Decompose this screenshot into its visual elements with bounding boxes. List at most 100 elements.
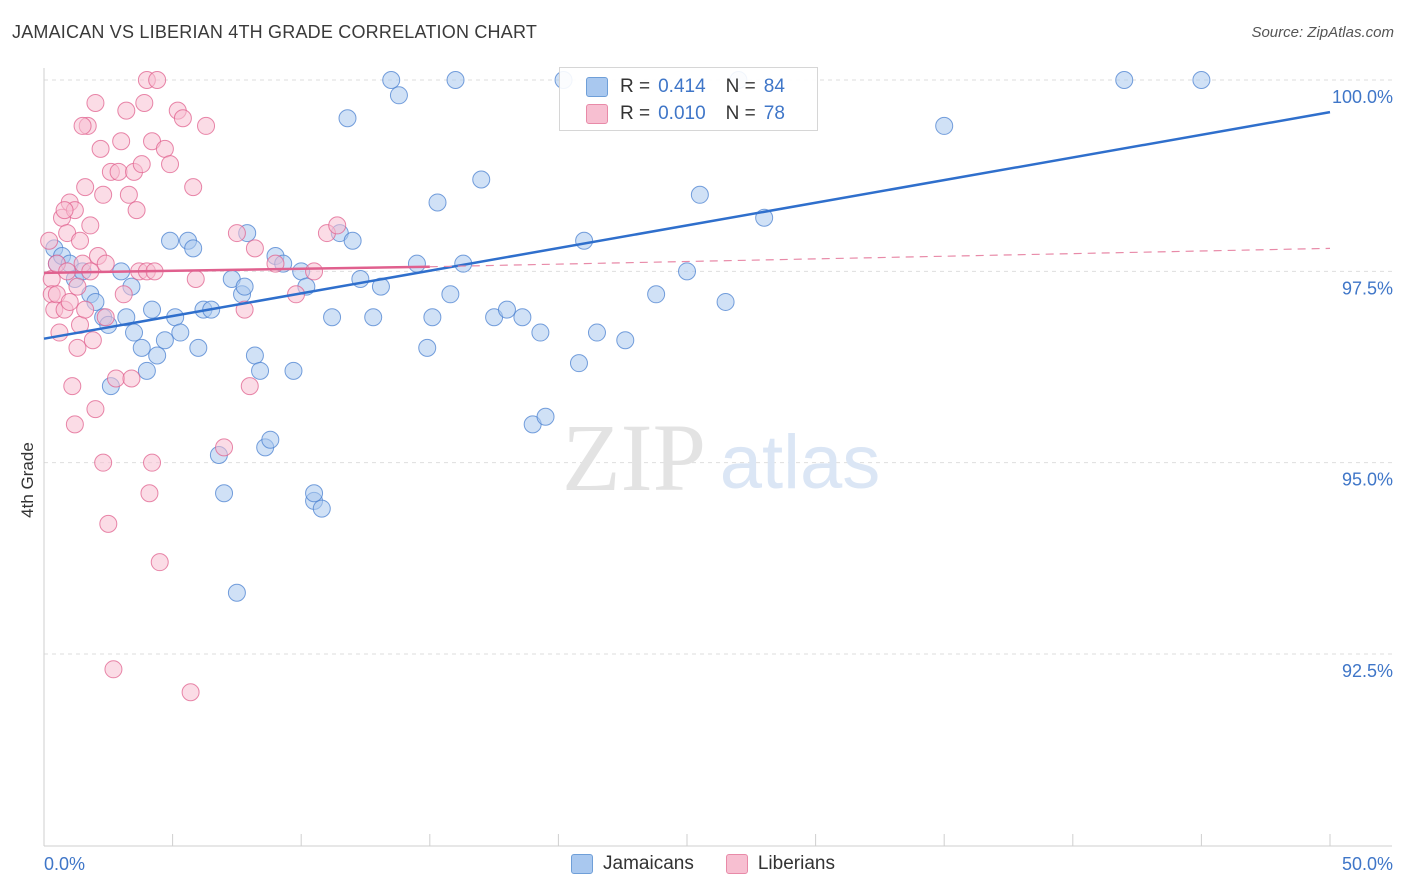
point-liberians — [114, 285, 133, 304]
point-jamaicans — [569, 354, 588, 373]
tick-labels: 92.5% 95.0% 97.5% 100.0% 0.0% 50.0% — [44, 87, 1393, 874]
point-liberians — [68, 338, 87, 357]
point-jamaicans — [117, 308, 136, 327]
watermark: ZIP atlas — [562, 404, 880, 511]
x-tick-label: 0.0% — [44, 854, 85, 874]
point-liberians — [184, 178, 203, 197]
point-liberians — [215, 438, 234, 457]
point-liberians — [186, 269, 205, 288]
point-liberians — [140, 484, 159, 503]
point-jamaicans — [171, 323, 190, 342]
trend-line-jamaicans — [43, 110, 1331, 340]
point-liberians — [135, 93, 154, 112]
point-liberians — [65, 415, 84, 434]
point-liberians — [150, 553, 169, 572]
data-points — [40, 71, 1211, 702]
point-liberians — [122, 369, 141, 388]
point-jamaicans — [235, 277, 254, 296]
point-liberians — [96, 254, 115, 273]
point-jamaicans — [323, 308, 342, 327]
grid-lines — [44, 79, 1392, 655]
point-jamaicans — [423, 308, 442, 327]
point-jamaicans — [161, 231, 180, 250]
point-liberians — [50, 323, 69, 342]
point-jamaicans — [189, 338, 208, 357]
point-jamaicans — [690, 185, 709, 204]
point-liberians — [81, 216, 100, 235]
point-jamaicans — [716, 292, 735, 311]
point-liberians — [68, 277, 87, 296]
watermark-zip: ZIP — [562, 404, 706, 511]
trend-line-liberians-extension — [429, 247, 1331, 268]
legend-label-liberians: Liberians — [757, 853, 835, 874]
point-liberians — [86, 400, 105, 419]
point-jamaicans — [531, 323, 550, 342]
point-jamaicans — [305, 484, 324, 503]
point-jamaicans — [407, 254, 426, 273]
point-liberians — [63, 377, 82, 396]
point-jamaicans — [343, 231, 362, 250]
point-jamaicans — [935, 116, 954, 135]
trend-lines — [43, 110, 1331, 340]
legend-item-jamaicans[interactable]: Jamaicans — [571, 850, 694, 878]
point-liberians — [227, 224, 246, 243]
legend-row-jamaicans: R = 0.414 N = 84 — [586, 74, 785, 100]
point-liberians — [197, 116, 216, 135]
point-jamaicans — [125, 323, 144, 342]
point-jamaicans — [148, 346, 167, 365]
point-liberians — [91, 139, 110, 158]
source-label: Source: ZipAtlas.com — [1251, 24, 1394, 41]
point-jamaicans — [446, 71, 465, 89]
point-liberians — [173, 109, 192, 128]
point-jamaicans — [428, 193, 447, 212]
point-jamaicans — [647, 285, 666, 304]
point-liberians — [240, 377, 259, 396]
point-liberians — [161, 155, 180, 174]
point-liberians — [55, 201, 74, 220]
point-liberians — [119, 185, 138, 204]
point-jamaicans — [245, 346, 264, 365]
point-jamaicans — [678, 262, 696, 281]
point-jamaicans — [143, 300, 162, 319]
legend-swatch-jamaicans — [586, 77, 608, 97]
point-liberians — [245, 239, 264, 258]
legend-r-value: 0.414 — [658, 76, 706, 97]
point-jamaicans — [472, 170, 491, 189]
point-jamaicans — [251, 361, 270, 380]
legend-swatch-liberians — [725, 854, 748, 874]
point-jamaicans — [227, 583, 246, 602]
point-liberians — [104, 660, 123, 679]
trend-line-liberians — [43, 265, 430, 275]
point-liberians — [99, 514, 118, 533]
point-liberians — [107, 369, 126, 388]
series-legend: Jamaicans Liberians — [0, 850, 1406, 878]
y-tick-label: 100.0% — [1332, 87, 1393, 107]
point-jamaicans — [184, 239, 203, 258]
legend-item-liberians[interactable]: Liberians — [725, 850, 835, 878]
legend-r-value: 0.010 — [658, 103, 706, 124]
legend-r-label: R = — [620, 103, 651, 124]
point-jamaicans — [1192, 71, 1211, 89]
point-jamaicans — [155, 331, 174, 350]
point-liberians — [328, 216, 347, 235]
point-liberians — [127, 201, 146, 220]
point-jamaicans — [1115, 71, 1134, 89]
point-liberians — [148, 71, 167, 89]
point-jamaicans — [497, 300, 516, 319]
point-jamaicans — [536, 407, 555, 426]
point-jamaicans — [418, 338, 437, 357]
point-liberians — [109, 162, 128, 181]
point-jamaicans — [575, 231, 594, 250]
point-liberians — [73, 116, 92, 135]
point-jamaicans — [587, 323, 606, 342]
y-tick-label: 92.5% — [1342, 661, 1393, 681]
x-tick-label: 50.0% — [1342, 854, 1393, 874]
point-liberians — [305, 262, 324, 281]
watermark-atlas: atlas — [720, 420, 881, 505]
point-jamaicans — [132, 338, 151, 357]
point-jamaicans — [382, 71, 401, 89]
point-liberians — [60, 292, 79, 311]
point-jamaicans — [441, 285, 460, 304]
y-axis-label: 4th Grade — [18, 442, 37, 518]
